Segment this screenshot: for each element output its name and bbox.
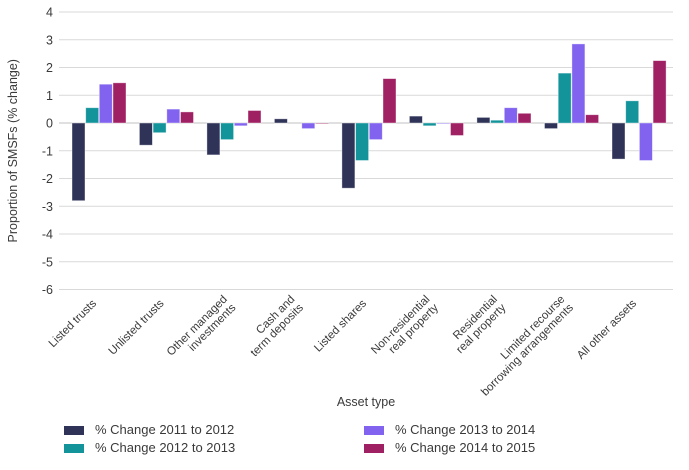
- chart-bar: [315, 122, 329, 125]
- x-tick-label: Other managedinvestments: [165, 293, 239, 367]
- y-tick-label: -6: [42, 283, 53, 297]
- legend-label: % Change 2011 to 2012: [95, 422, 235, 437]
- chart-bar: [166, 108, 181, 124]
- chart-bar: [220, 122, 235, 141]
- chart-bar: [544, 122, 558, 129]
- y-tick-label: 4: [46, 6, 53, 20]
- chart-bar: [571, 43, 586, 124]
- chart-bar: [368, 122, 383, 141]
- x-tick-label: Unlisted trusts: [107, 297, 167, 357]
- chart-bar: [206, 122, 221, 156]
- chart-bar: [382, 78, 397, 124]
- chart-bar: [450, 122, 464, 136]
- x-tick-label: Listed trusts: [47, 297, 100, 350]
- chart-bar: [180, 111, 194, 124]
- legend-swatch-magenta: [364, 443, 384, 453]
- x-axis-title: Asset type: [337, 395, 395, 409]
- x-tick-label: Residentialreal property: [446, 293, 509, 356]
- chart-bar: [652, 60, 667, 124]
- chart-bar: [98, 83, 113, 124]
- y-tick-label: -5: [42, 255, 53, 269]
- chart-bar: [625, 100, 640, 124]
- chart-bar: [273, 118, 288, 124]
- x-tick-label: Non-residentialreal property: [369, 293, 441, 365]
- legend-label: % Change 2013 to 2014: [395, 422, 536, 437]
- chart-bar: [422, 122, 437, 127]
- legend-swatch-purple: [364, 425, 384, 435]
- legend-item-2013-2014: % Change 2013 to 2014: [364, 422, 535, 438]
- chart-bar: [341, 122, 356, 189]
- y-tick-label: -4: [42, 228, 53, 242]
- chart-bar: [611, 122, 626, 160]
- chart-bar: [247, 110, 262, 124]
- chart-bar: [138, 122, 153, 146]
- legend-label: % Change 2012 to 2013: [95, 440, 236, 455]
- y-tick-label: -3: [42, 200, 53, 214]
- chart-bar: [585, 114, 599, 124]
- chart-bar: [476, 117, 491, 124]
- x-tick-label: All other assets: [575, 297, 639, 361]
- y-tick-label: 2: [46, 61, 53, 75]
- y-tick-label: 0: [46, 117, 53, 131]
- y-axis-title: Proportion of SMSFs (% change): [6, 59, 20, 242]
- chart-bar: [557, 72, 572, 124]
- chart-bar: [503, 107, 518, 124]
- legend-item-2012-2013: % Change 2012 to 2013: [64, 440, 235, 456]
- chart-bar: [85, 107, 100, 124]
- chart-bar: [152, 122, 167, 134]
- legend-item-2014-2015: % Change 2014 to 2015: [364, 440, 535, 456]
- chart-bar: [490, 119, 505, 124]
- chart-bar: [233, 122, 248, 127]
- y-tick-label: 3: [46, 33, 53, 47]
- x-tick-label: Listed shares: [312, 297, 369, 354]
- chart-bar: [301, 122, 316, 129]
- x-tick-label: Cash andterm deposits: [240, 293, 306, 359]
- legend-label: % Change 2014 to 2015: [395, 440, 536, 455]
- y-tick-label: -1: [42, 144, 53, 158]
- legend-swatch-teal: [64, 443, 84, 453]
- y-tick-label: 1: [46, 89, 53, 103]
- chart-bar: [71, 122, 86, 202]
- y-tick-label: -2: [42, 172, 53, 186]
- chart-bar: [355, 122, 370, 161]
- legend-item-2011-2012: % Change 2011 to 2012: [64, 422, 234, 438]
- chart-bar: [112, 82, 127, 124]
- legend-swatch-navy: [64, 425, 84, 435]
- chart-bar: [436, 122, 451, 125]
- chart-bar: [639, 122, 653, 161]
- chart-bar: [408, 115, 423, 124]
- chart-bar: [517, 112, 532, 124]
